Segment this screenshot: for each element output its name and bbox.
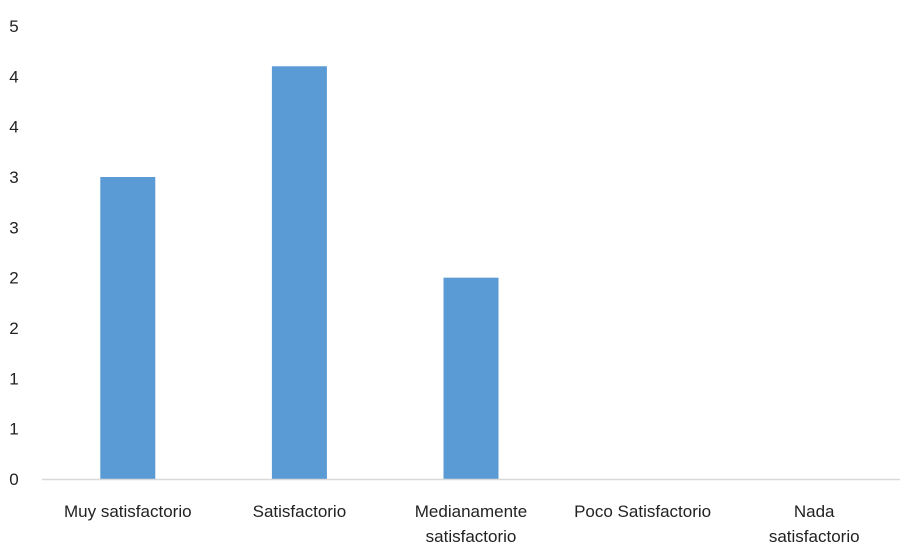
x-category-label: Nada (794, 502, 835, 521)
bars (100, 66, 498, 479)
bar (272, 66, 327, 479)
x-category-label: satisfactorio (769, 527, 860, 546)
y-tick-label: 3 (9, 168, 18, 187)
bar (444, 278, 499, 479)
x-category-label: Satisfactorio (253, 502, 347, 521)
y-tick-label: 3 (9, 218, 18, 237)
y-tick-label: 4 (9, 67, 18, 86)
y-tick-label: 1 (9, 369, 18, 388)
y-axis-tick-labels: 0 1 1 2 2 3 3 4 4 5 (9, 17, 18, 489)
x-category-label: satisfactorio (426, 527, 517, 546)
x-category-label: Medianamente (415, 502, 527, 521)
y-tick-label: 2 (9, 319, 18, 338)
y-tick-label: 4 (9, 118, 18, 137)
y-tick-label: 0 (9, 470, 18, 489)
x-axis-category-labels: Muy satisfactorio Satisfactorio Medianamen… (64, 502, 860, 546)
y-tick-label: 1 (9, 420, 18, 439)
y-tick-label: 5 (9, 17, 18, 36)
y-tick-label: 2 (9, 269, 18, 288)
x-category-label: Poco Satisfactorio (574, 502, 711, 521)
bar (100, 177, 155, 479)
x-category-label: Muy satisfactorio (64, 502, 192, 521)
